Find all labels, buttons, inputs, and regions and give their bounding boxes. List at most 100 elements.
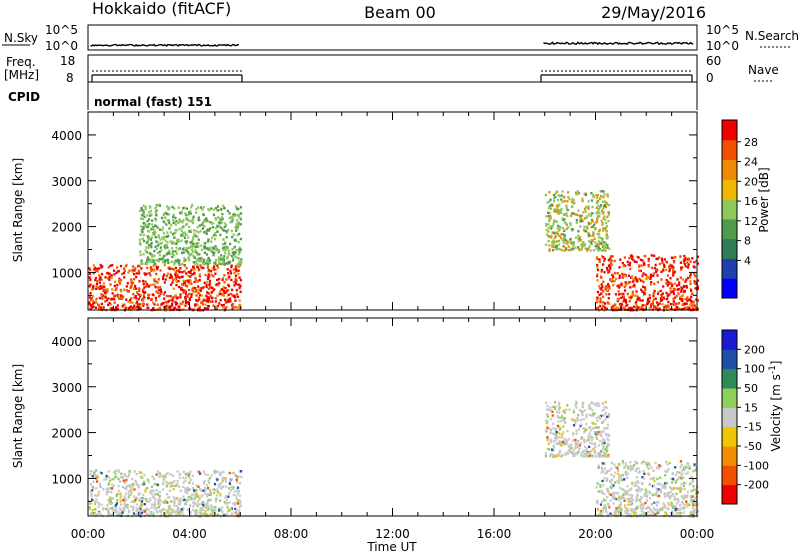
scatter-cell — [162, 478, 166, 481]
scatter-cell — [677, 497, 680, 501]
scatter-cell — [654, 461, 657, 465]
freq-tick-bottom: 8 — [66, 71, 74, 85]
scatter-cell — [226, 255, 229, 258]
scatter-cell — [624, 275, 627, 278]
scatter-cell — [188, 298, 192, 301]
scatter-cell — [116, 499, 119, 502]
scatter-cell — [546, 201, 549, 204]
scatter-cell — [606, 286, 610, 289]
scatter-cell — [139, 250, 142, 253]
scatter-cell — [234, 205, 238, 208]
freq-unit-label: [MHz] — [4, 68, 39, 82]
scatter-cell — [194, 234, 197, 238]
scatter-cell — [198, 224, 201, 227]
scatter-cell — [186, 486, 189, 490]
scatter-cell — [618, 511, 621, 514]
scatter-cell — [138, 509, 141, 513]
scatter-cell — [132, 287, 136, 291]
scatter-cell — [232, 502, 235, 505]
scatter-cell — [555, 442, 558, 445]
scatter-cell — [670, 284, 674, 288]
scatter-cell — [204, 489, 207, 492]
scatter-cell — [210, 474, 213, 477]
scatter-cell — [144, 273, 147, 276]
scatter-cell — [156, 291, 159, 295]
scatter-cell — [607, 439, 610, 442]
scatter-cell — [200, 244, 203, 247]
scatter-cell — [165, 509, 168, 512]
scatter-cell — [94, 500, 98, 504]
scatter-cell — [182, 283, 185, 287]
scatter-cell — [236, 481, 239, 484]
scatter-cell — [558, 436, 561, 439]
scatter-cell — [207, 498, 210, 502]
scatter-cell — [133, 284, 137, 288]
scatter-cell — [574, 246, 577, 250]
scatter-cell — [604, 242, 607, 245]
scatter-cell — [563, 437, 566, 441]
scatter-cell — [185, 294, 188, 297]
scatter-cell — [124, 265, 127, 268]
scatter-cell — [214, 500, 218, 503]
scatter-cell — [583, 228, 586, 231]
scatter-cell — [141, 230, 144, 234]
scatter-cell — [598, 417, 602, 420]
scatter-cell — [657, 308, 660, 311]
scatter-cell — [569, 449, 572, 453]
scatter-cell — [637, 256, 640, 259]
scatter-cell — [607, 504, 610, 507]
scatter-cell — [605, 307, 608, 310]
scatter-cell — [566, 200, 569, 203]
scatter-cell — [549, 198, 552, 201]
scatter-cell — [603, 200, 607, 203]
scatter-cell — [547, 408, 550, 412]
scatter-cell — [575, 193, 578, 196]
scatter-cell — [210, 273, 213, 277]
scatter-cell — [183, 257, 186, 260]
scatter-cell — [158, 242, 162, 245]
scatter-cell — [606, 193, 609, 196]
scatter-cell — [228, 275, 231, 279]
scatter-cell — [103, 291, 107, 295]
scatter-cell — [659, 297, 663, 300]
scatter-cell — [557, 239, 560, 243]
scatter-cell — [549, 431, 552, 435]
scatter-cell — [594, 221, 597, 224]
scatter-cell — [170, 304, 174, 307]
scatter-cell — [581, 219, 584, 223]
scatter-cell — [206, 501, 209, 504]
scatter-cell — [679, 255, 682, 258]
scatter-cell — [129, 493, 132, 497]
scatter-cell — [175, 242, 178, 245]
scatter-cell — [220, 292, 223, 295]
scatter-cell — [89, 291, 92, 295]
scatter-cell — [671, 472, 674, 476]
scatter-cell — [617, 481, 620, 485]
scatter-cell — [577, 413, 580, 417]
scatter-cell — [623, 499, 626, 502]
scatter-cell — [172, 500, 175, 504]
scatter-cell — [122, 267, 126, 271]
scatter-cell — [643, 303, 647, 307]
scatter-cell — [572, 212, 575, 215]
scatter-cell — [114, 473, 118, 476]
scatter-cell — [696, 255, 699, 258]
scatter-cell — [124, 503, 127, 507]
scatter-cell — [611, 486, 614, 489]
scatter-cell — [179, 266, 182, 270]
scatter-cell — [237, 475, 240, 478]
scatter-cell — [163, 513, 167, 516]
scatter-cell — [617, 505, 620, 509]
scatter-cell — [585, 415, 588, 419]
scatter-cell — [170, 274, 173, 278]
scatter-cell — [567, 438, 570, 441]
scatter-cell — [207, 275, 210, 278]
scatter-cell — [199, 260, 203, 263]
scatter-cell — [92, 301, 96, 304]
scatter-cell — [110, 490, 113, 494]
scatter-cell — [187, 282, 190, 285]
scatter-cell — [216, 230, 219, 233]
scatter-cell — [202, 298, 205, 302]
scatter-cell — [559, 444, 562, 447]
scatter-cell — [677, 511, 680, 515]
